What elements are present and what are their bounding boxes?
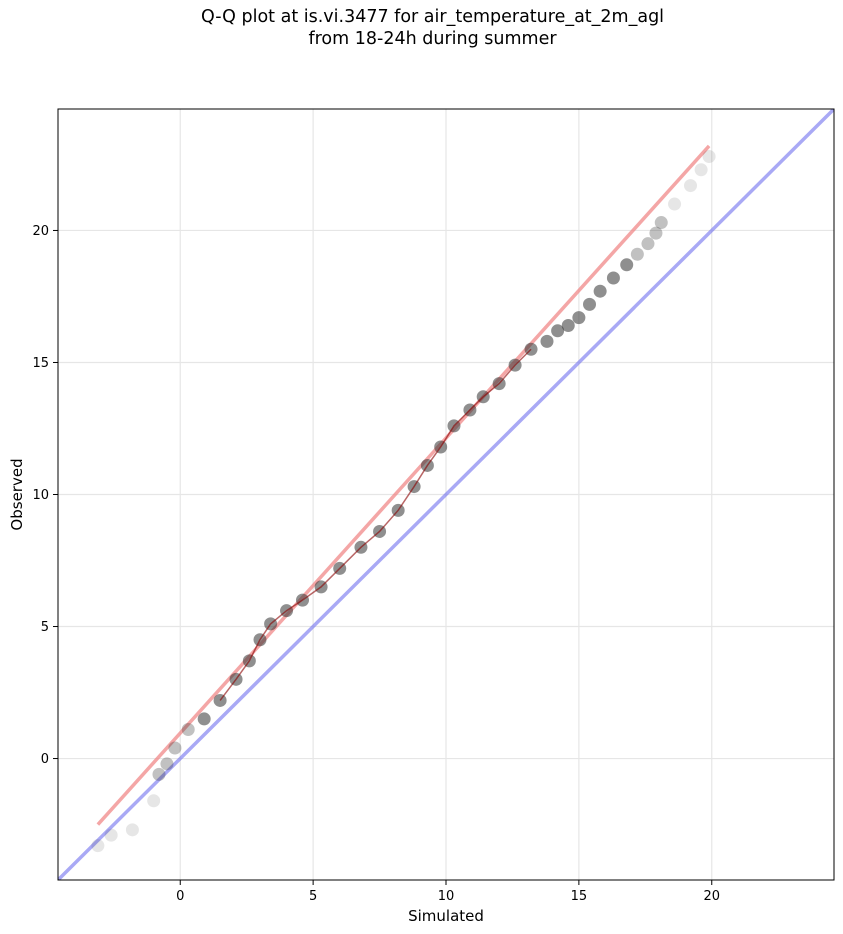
data-point <box>197 712 211 726</box>
data-point <box>152 767 166 781</box>
data-point <box>147 794 161 808</box>
x-tick-label: 10 <box>438 889 455 904</box>
grid-lines <box>58 109 834 880</box>
chart-title-line-1: Q-Q plot at is.vi.3477 for air_temperatu… <box>200 7 665 27</box>
data-point <box>620 258 634 272</box>
x-tick-label: 15 <box>571 889 588 904</box>
x-tick-label: 20 <box>703 889 720 904</box>
data-point <box>649 226 663 240</box>
data-point <box>125 823 139 837</box>
data-point <box>91 839 105 853</box>
data-point <box>668 197 682 211</box>
data-point <box>551 324 565 338</box>
fit-line <box>96 144 711 826</box>
y-tick-label: 0 <box>41 752 49 767</box>
trend-segment <box>219 348 532 701</box>
data-point <box>630 247 644 261</box>
data-point <box>104 828 118 842</box>
data-point <box>606 271 620 285</box>
data-point <box>694 163 708 177</box>
x-tick-label: 5 <box>309 889 317 904</box>
data-point <box>702 150 716 164</box>
data-point <box>654 216 668 230</box>
y-tick-label: 15 <box>32 356 49 371</box>
y-axis-label: Observed <box>8 458 26 530</box>
data-point <box>168 741 182 755</box>
data-point <box>181 722 195 736</box>
data-point <box>572 311 586 325</box>
identity-line <box>58 109 834 880</box>
chart-title: Q-Q plot at is.vi.3477 for air_temperatu… <box>0 6 843 50</box>
y-tick-label: 20 <box>32 224 49 239</box>
x-tick-label: 0 <box>176 889 184 904</box>
plot-area <box>58 109 834 880</box>
y-tick-label: 10 <box>32 488 49 503</box>
data-point <box>540 334 554 348</box>
data-point <box>561 319 575 333</box>
chart-title-line-2: from 18-24h during summer <box>308 29 557 49</box>
y-tick-label: 5 <box>41 620 49 635</box>
data-point <box>593 284 607 298</box>
data-point <box>160 757 174 771</box>
data-point <box>683 179 697 193</box>
data-point <box>641 237 655 251</box>
data-point <box>583 297 597 311</box>
x-axis-label: Simulated <box>408 907 484 925</box>
